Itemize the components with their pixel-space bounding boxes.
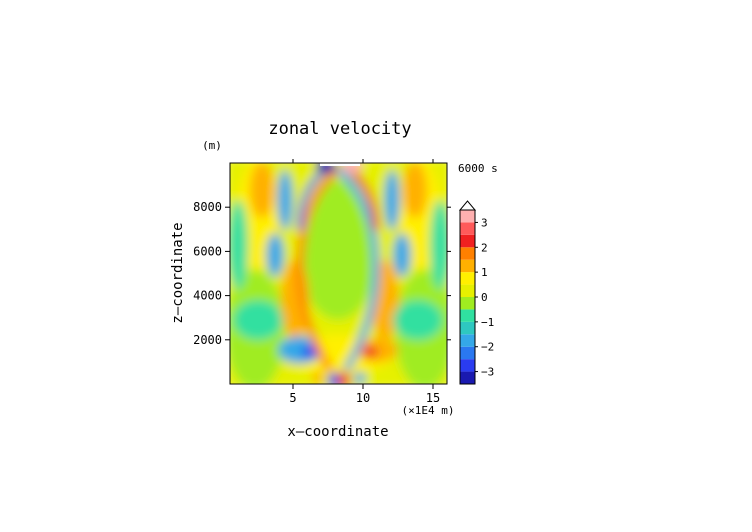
plot-frame bbox=[229, 162, 448, 385]
colorbar-segment bbox=[460, 309, 475, 322]
colorbar-label: −1 bbox=[481, 316, 494, 329]
velocity-field bbox=[230, 163, 447, 384]
x-tick-label: 5 bbox=[289, 391, 296, 405]
y-tick-label: 4000 bbox=[193, 289, 222, 303]
colorbar-segment bbox=[460, 334, 475, 347]
x-tick-label: 10 bbox=[356, 391, 370, 405]
y-tick-label: 8000 bbox=[193, 200, 222, 214]
colorbar-label: −3 bbox=[481, 366, 494, 379]
colorbar: 3 2 1 0 −1 −2 −3 bbox=[458, 200, 494, 385]
y-tick-label: 6000 bbox=[193, 244, 222, 258]
y-axis-title: z—coordinate bbox=[170, 222, 186, 323]
x-axis: 5 10 15 bbox=[289, 159, 440, 405]
colorbar-label: 2 bbox=[481, 241, 488, 254]
y-tick-label: 2000 bbox=[193, 333, 222, 347]
colorbar-segment bbox=[460, 359, 475, 372]
colorbar-label: 0 bbox=[481, 291, 488, 304]
time-label: 6000 s bbox=[458, 162, 498, 175]
x-tick-label: 15 bbox=[426, 391, 440, 405]
colorbar-segment bbox=[460, 259, 475, 273]
colorbar-segment bbox=[460, 272, 475, 285]
x-axis-title: x—coordinate bbox=[287, 424, 388, 440]
colorbar-label: 3 bbox=[481, 216, 488, 229]
colorbar-segment bbox=[460, 247, 475, 260]
colorbar-extend-arrow bbox=[458, 200, 477, 211]
top-strip bbox=[320, 163, 360, 166]
colorbar-segment bbox=[460, 284, 475, 297]
colorbar-segment bbox=[460, 222, 475, 235]
x-unit-label: (×1E4 m) bbox=[402, 404, 455, 417]
chart-title: zonal velocity bbox=[268, 119, 411, 139]
colorbar-segment bbox=[460, 346, 475, 360]
y-unit-label: (m) bbox=[202, 139, 222, 152]
colorbar-segment bbox=[460, 297, 475, 310]
colorbar-label: −2 bbox=[481, 341, 494, 354]
colorbar-segment bbox=[460, 321, 475, 335]
colorbar-label: 1 bbox=[481, 266, 488, 279]
colorbar-segment bbox=[460, 371, 475, 384]
y-axis: 2000 4000 6000 8000 bbox=[193, 200, 451, 347]
plot-area bbox=[230, 163, 447, 384]
colorbar-segment bbox=[460, 210, 475, 223]
colorbar-segment bbox=[460, 234, 475, 248]
